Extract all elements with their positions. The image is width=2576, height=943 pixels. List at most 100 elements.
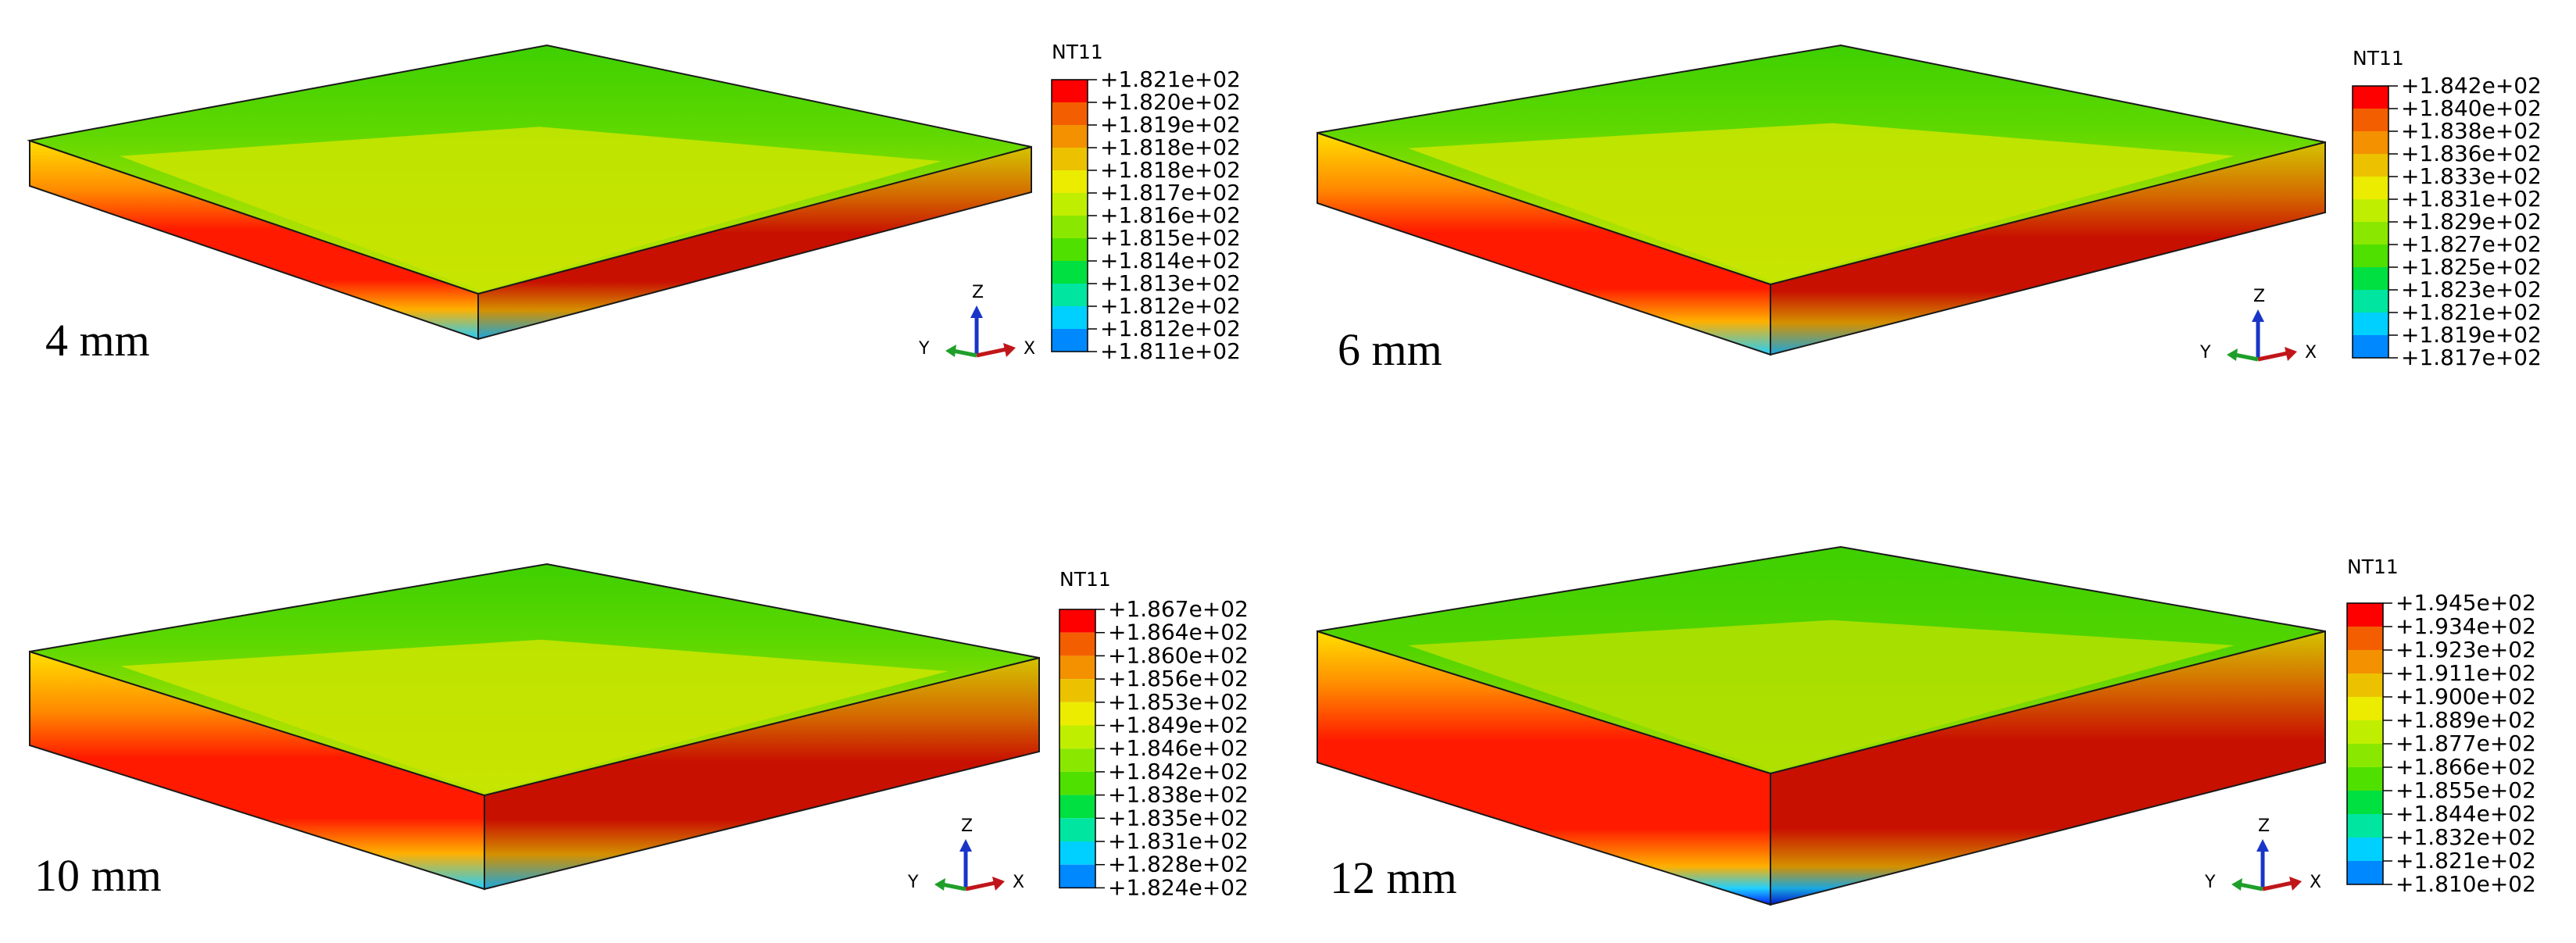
y-axis-letter: Y bbox=[907, 873, 919, 892]
x-axis-letter: X bbox=[2305, 343, 2317, 363]
legend-swatch bbox=[1059, 702, 1095, 726]
legend-swatch bbox=[1052, 148, 1088, 170]
x-axis-arrowhead bbox=[2285, 347, 2297, 361]
legend-value: +1.815e+02 bbox=[1100, 225, 1241, 251]
legend-swatch bbox=[1059, 841, 1095, 865]
z-axis-letter: Z bbox=[2258, 816, 2270, 836]
legend-value: +1.821e+02 bbox=[1100, 66, 1241, 92]
color-legend: NT11 +1.842e+02+1.840e+02+1.838e+02+1.836… bbox=[2352, 47, 2542, 370]
legend-swatch bbox=[1059, 795, 1095, 819]
legend-value: +1.812e+02 bbox=[1100, 293, 1241, 319]
legend-value: +1.934e+02 bbox=[2396, 613, 2536, 639]
y-axis-arrowhead bbox=[934, 878, 945, 891]
legend-swatch bbox=[1052, 329, 1088, 352]
legend-swatch bbox=[1052, 261, 1088, 284]
y-axis-arrowhead bbox=[2231, 878, 2242, 891]
legend-swatch bbox=[1059, 679, 1095, 702]
legend-swatch bbox=[1059, 864, 1095, 888]
legend-swatch bbox=[2347, 673, 2383, 697]
panel-label: 4 mm bbox=[45, 315, 150, 366]
x-axis-arrowhead bbox=[992, 877, 1005, 891]
axis-triad: Z Y X bbox=[918, 283, 1035, 359]
legend-value: +1.832e+02 bbox=[2396, 824, 2536, 850]
legend-swatch bbox=[2353, 267, 2388, 290]
legend-swatch bbox=[1052, 238, 1088, 261]
axis-triad: Z Y X bbox=[907, 816, 1024, 892]
legend-swatch bbox=[1052, 80, 1088, 102]
legend-value: +1.831e+02 bbox=[2401, 186, 2542, 212]
z-axis-arrowhead bbox=[959, 839, 972, 852]
panel-4mm: 4 mm Z Y X NT11 +1.821e+02+1.820e+02+1.819e+0… bbox=[27, 41, 1241, 366]
legend-swatch bbox=[1052, 193, 1088, 216]
z-axis-letter: Z bbox=[972, 283, 984, 302]
legend-swatch bbox=[1052, 284, 1088, 306]
legend-swatch bbox=[1059, 748, 1095, 772]
legend-value: +1.855e+02 bbox=[2396, 777, 2536, 803]
legend-value: +1.838e+02 bbox=[1108, 782, 1249, 808]
legend-value: +1.827e+02 bbox=[2401, 231, 2542, 257]
y-axis-arrow bbox=[2238, 882, 2263, 891]
legend-swatch bbox=[2353, 177, 2388, 199]
legend-value: +1.825e+02 bbox=[2401, 254, 2542, 280]
x-axis-arrow bbox=[2262, 880, 2293, 891]
legend-value: +1.831e+02 bbox=[1108, 828, 1249, 854]
legend-swatch bbox=[2347, 720, 2383, 744]
z-axis-arrowhead bbox=[970, 305, 983, 318]
y-axis-arrow bbox=[941, 882, 966, 891]
legend-title: NT11 bbox=[1059, 568, 1111, 591]
legend-swatch bbox=[2347, 744, 2383, 767]
legend-swatch bbox=[2347, 697, 2383, 720]
legend-value: +1.836e+02 bbox=[2401, 141, 2542, 166]
z-axis-arrowhead bbox=[2256, 839, 2269, 852]
legend-swatch bbox=[1052, 125, 1088, 148]
x-axis-arrow bbox=[2257, 351, 2288, 362]
legend-swatch bbox=[2347, 767, 2383, 791]
legend-swatch bbox=[2347, 861, 2383, 884]
panel-10mm: 10 mm Z Y X NT11 +1.867e+02+1.864e+02+1.860e+… bbox=[29, 563, 1249, 901]
legend-value: +1.842e+02 bbox=[2401, 73, 2542, 98]
plate-model bbox=[29, 563, 1040, 891]
x-axis-letter: X bbox=[2310, 873, 2321, 892]
legend-value: +1.864e+02 bbox=[1108, 620, 1249, 645]
color-legend: NT11+1.821e+02+1.820e+02+1.819e+02+1.818… bbox=[1051, 41, 1241, 364]
legend-swatch bbox=[1059, 818, 1095, 841]
legend-value: +1.877e+02 bbox=[2396, 730, 2536, 756]
panel-6mm: 6 mm Z Y X NT11 +1.842e+02+1.840e+02+1.838e+0… bbox=[1317, 44, 2542, 375]
plate-model bbox=[1317, 44, 2326, 356]
legend-title: NT11 bbox=[2353, 47, 2404, 70]
legend-title: NT11 bbox=[2347, 555, 2399, 578]
y-axis-arrowhead bbox=[945, 345, 956, 357]
legend-value: +1.840e+02 bbox=[2401, 95, 2542, 121]
plate-top-warm-zone bbox=[120, 127, 941, 291]
legend-value: +1.823e+02 bbox=[2401, 277, 2542, 302]
legend-value: +1.849e+02 bbox=[1108, 713, 1249, 738]
panel-12mm: 12 mm Z Y X NT11 +1.945e+02+1.934e+02+1.923e+… bbox=[1317, 545, 2536, 906]
plate-top-warm-zone bbox=[1408, 620, 2235, 771]
y-axis-arrowhead bbox=[2227, 348, 2238, 361]
legend-value: +1.819e+02 bbox=[1100, 112, 1241, 138]
legend-swatch bbox=[2353, 109, 2388, 131]
y-axis-letter: Y bbox=[2199, 343, 2211, 363]
legend-value: +1.813e+02 bbox=[1100, 270, 1241, 296]
legend-swatch bbox=[2347, 838, 2383, 861]
legend-swatch bbox=[2353, 313, 2388, 335]
legend-value: +1.811e+02 bbox=[1100, 338, 1241, 364]
legend-value: +1.856e+02 bbox=[1108, 666, 1249, 691]
legend-value: +1.818e+02 bbox=[1100, 134, 1241, 160]
x-axis-arrow bbox=[976, 347, 1007, 358]
y-axis-arrow bbox=[952, 348, 977, 358]
legend-value: +1.853e+02 bbox=[1108, 689, 1249, 715]
legend-swatch bbox=[1059, 655, 1095, 680]
legend-title: NT11 bbox=[1052, 41, 1103, 63]
legend-swatch bbox=[1059, 725, 1095, 749]
legend-value: +1.817e+02 bbox=[1100, 180, 1241, 205]
legend-swatch bbox=[2353, 131, 2388, 154]
legend-swatch bbox=[2353, 245, 2388, 267]
legend-value: +1.911e+02 bbox=[2396, 660, 2536, 686]
z-axis-arrowhead bbox=[2252, 309, 2264, 322]
legend-swatch bbox=[1052, 216, 1088, 238]
panel-label: 6 mm bbox=[1338, 324, 1442, 375]
color-legend: NT11 +1.945e+02+1.934e+02+1.923e+02+1.911… bbox=[2346, 555, 2536, 897]
legend-value: +1.842e+02 bbox=[1108, 759, 1249, 784]
legend-value: +1.889e+02 bbox=[2396, 707, 2536, 733]
